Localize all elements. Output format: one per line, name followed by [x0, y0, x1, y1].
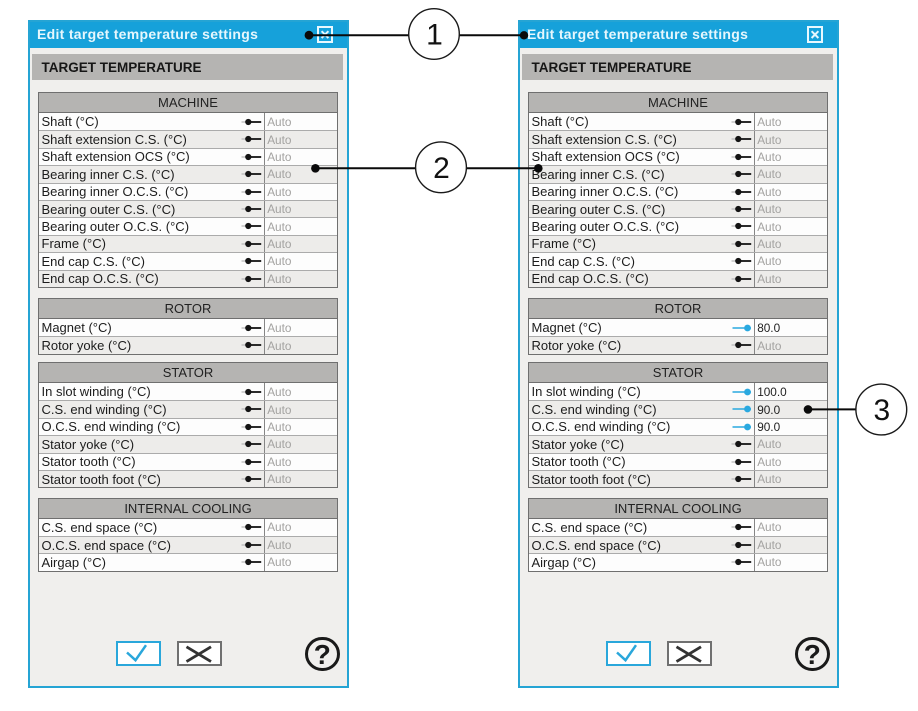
svg-text:2: 2 — [433, 152, 450, 185]
svg-text:1: 1 — [426, 19, 443, 52]
svg-text:3: 3 — [873, 394, 890, 427]
